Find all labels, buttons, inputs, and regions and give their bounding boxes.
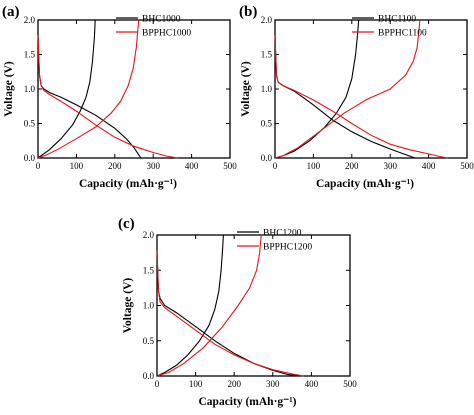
y-tick-label: 0.0 — [143, 371, 155, 381]
x-tick-label: 300 — [146, 161, 160, 171]
x-tick-label: 400 — [185, 161, 199, 171]
y-tick-label: 0.5 — [261, 119, 273, 129]
y-tick-label: 2.0 — [24, 15, 36, 25]
chart-panel-2: 0 100 200 300 400 500 0.0 0.5 1.0 1.5 2.0 Capacity … — [239, 4, 474, 190]
y-tick-label: 1.5 — [261, 50, 273, 60]
x-tick-label: 300 — [383, 161, 397, 171]
legend-label: BHC1100 — [378, 15, 416, 25]
plot-frame — [37, 19, 231, 159]
series-BPPHC1000-discharge-line — [37, 35, 179, 159]
x-tick-label: 500 — [343, 379, 357, 389]
y-tick-label: 2.0 — [143, 230, 155, 240]
plot-frame — [274, 19, 468, 159]
legend-label: BHC1000 — [142, 15, 181, 25]
plot-frame — [156, 234, 351, 377]
y-tick-label: 1.0 — [261, 84, 273, 94]
y-axis-label: Voltage (V) — [122, 278, 134, 334]
panel-label: (c) — [118, 216, 135, 232]
x-tick-label: 400 — [305, 379, 319, 389]
x-tick-label: 300 — [266, 379, 280, 389]
series-BHC1100-charge-line — [274, 19, 360, 159]
x-tick-label: 100 — [307, 161, 321, 171]
x-tick-label: 500 — [460, 161, 474, 171]
chart-panel-3: 0 100 200 300 400 500 0.0 0.5 1.0 1.5 2.0 Capacity … — [118, 216, 357, 408]
y-axis-label: Voltage (V) — [240, 61, 252, 117]
series-BPPHC1100-charge-line — [274, 19, 421, 159]
y-tick-label: 1.0 — [143, 301, 155, 311]
series-BHC1200-discharge-line — [156, 250, 302, 377]
series-BHC1200-charge-line — [156, 234, 224, 377]
x-axis-label: Capacity (mAh·g⁻¹) — [199, 396, 297, 408]
y-tick-label: 0.0 — [24, 153, 36, 163]
y-tick-label: 1.5 — [143, 265, 155, 275]
x-tick-label: 0 — [36, 161, 41, 171]
panel-label: (a) — [2, 4, 20, 20]
x-tick-label: 0 — [273, 161, 278, 171]
y-tick-label: 1.0 — [24, 84, 36, 94]
y-tick-label: 1.5 — [24, 50, 36, 60]
y-tick-label: 0.0 — [261, 153, 273, 163]
series-BHC1100-discharge-line — [274, 35, 416, 159]
y-tick-label: 2.0 — [261, 15, 273, 25]
y-axis-label: Voltage (V) — [3, 61, 15, 117]
series-BPPHC1100-discharge-line — [274, 35, 448, 159]
legend-label: BHC1200 — [263, 229, 302, 239]
x-axis-label: Capacity (mAh·g⁻¹) — [316, 178, 414, 190]
x-tick-label: 0 — [155, 379, 160, 389]
x-tick-label: 100 — [70, 161, 84, 171]
series-BPPHC1200-discharge-line — [156, 250, 304, 377]
series-BPPHC1200-charge-line — [156, 234, 262, 377]
series-BPPHC1000-charge-line — [37, 19, 140, 159]
x-axis-label: Capacity (mAh·g⁻¹) — [79, 178, 177, 190]
y-tick-label: 0.5 — [24, 119, 36, 129]
x-tick-label: 100 — [189, 379, 203, 389]
panel-label: (b) — [239, 4, 257, 20]
legend-label: BPPHC1000 — [142, 29, 191, 39]
y-tick-label: 0.5 — [143, 336, 155, 346]
x-tick-label: 200 — [108, 161, 122, 171]
series-BHC1000-charge-line — [37, 19, 96, 159]
chart-panel-1: 0 100 200 300 400 500 0.0 0.5 1.0 1.5 2.0 Capacity … — [2, 4, 237, 190]
x-tick-label: 200 — [345, 161, 359, 171]
x-tick-label: 500 — [223, 161, 237, 171]
legend-label: BPPHC1200 — [263, 243, 312, 253]
x-tick-label: 200 — [227, 379, 241, 389]
legend-label: BPPHC1100 — [378, 29, 427, 39]
x-tick-label: 400 — [422, 161, 436, 171]
